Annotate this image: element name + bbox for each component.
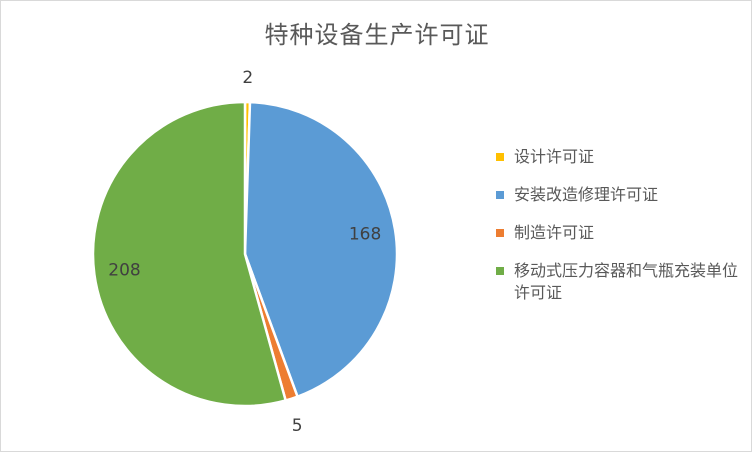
legend: 设计许可证 安装改造修理许可证 制造许可证 移动式压力容器和气瓶充装单位许可证 <box>496 146 746 311</box>
legend-swatch <box>496 191 504 199</box>
data-labels: 2 168 5 208 <box>108 68 381 436</box>
pie-slice-filling <box>91 100 288 408</box>
legend-item: 制造许可证 <box>496 222 746 244</box>
legend-swatch <box>496 229 504 237</box>
legend-item: 设计许可证 <box>496 146 746 168</box>
legend-label: 安装改造修理许可证 <box>514 185 659 204</box>
legend-swatch <box>496 267 504 275</box>
data-label: 208 <box>108 260 140 280</box>
legend-swatch <box>496 153 504 161</box>
data-label: 168 <box>349 225 381 245</box>
data-label: 2 <box>242 68 253 88</box>
pie-slice-installation <box>243 100 399 399</box>
legend-label: 制造许可证 <box>514 223 595 242</box>
legend-label: 设计许可证 <box>514 147 595 166</box>
legend-item: 安装改造修理许可证 <box>496 184 746 206</box>
data-label: 5 <box>292 416 303 436</box>
pie-slices <box>91 100 399 408</box>
chart-title: 特种设备生产许可证 <box>264 21 490 49</box>
legend-label: 移动式压力容器和气瓶充装单位许可证 <box>514 261 739 302</box>
legend-item: 移动式压力容器和气瓶充装单位许可证 <box>496 260 746 304</box>
